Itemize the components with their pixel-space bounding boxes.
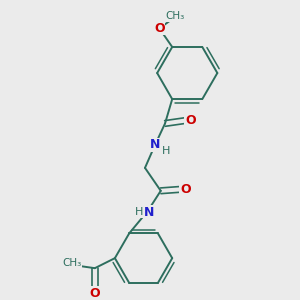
Text: H: H [135,207,143,217]
Text: O: O [185,114,196,127]
Text: N: N [144,206,154,219]
Text: N: N [150,138,160,152]
Text: O: O [154,22,165,35]
Text: CH₃: CH₃ [62,258,82,268]
Text: CH₃: CH₃ [166,11,185,21]
Text: H: H [162,146,170,156]
Text: O: O [89,286,100,300]
Text: O: O [180,183,191,196]
